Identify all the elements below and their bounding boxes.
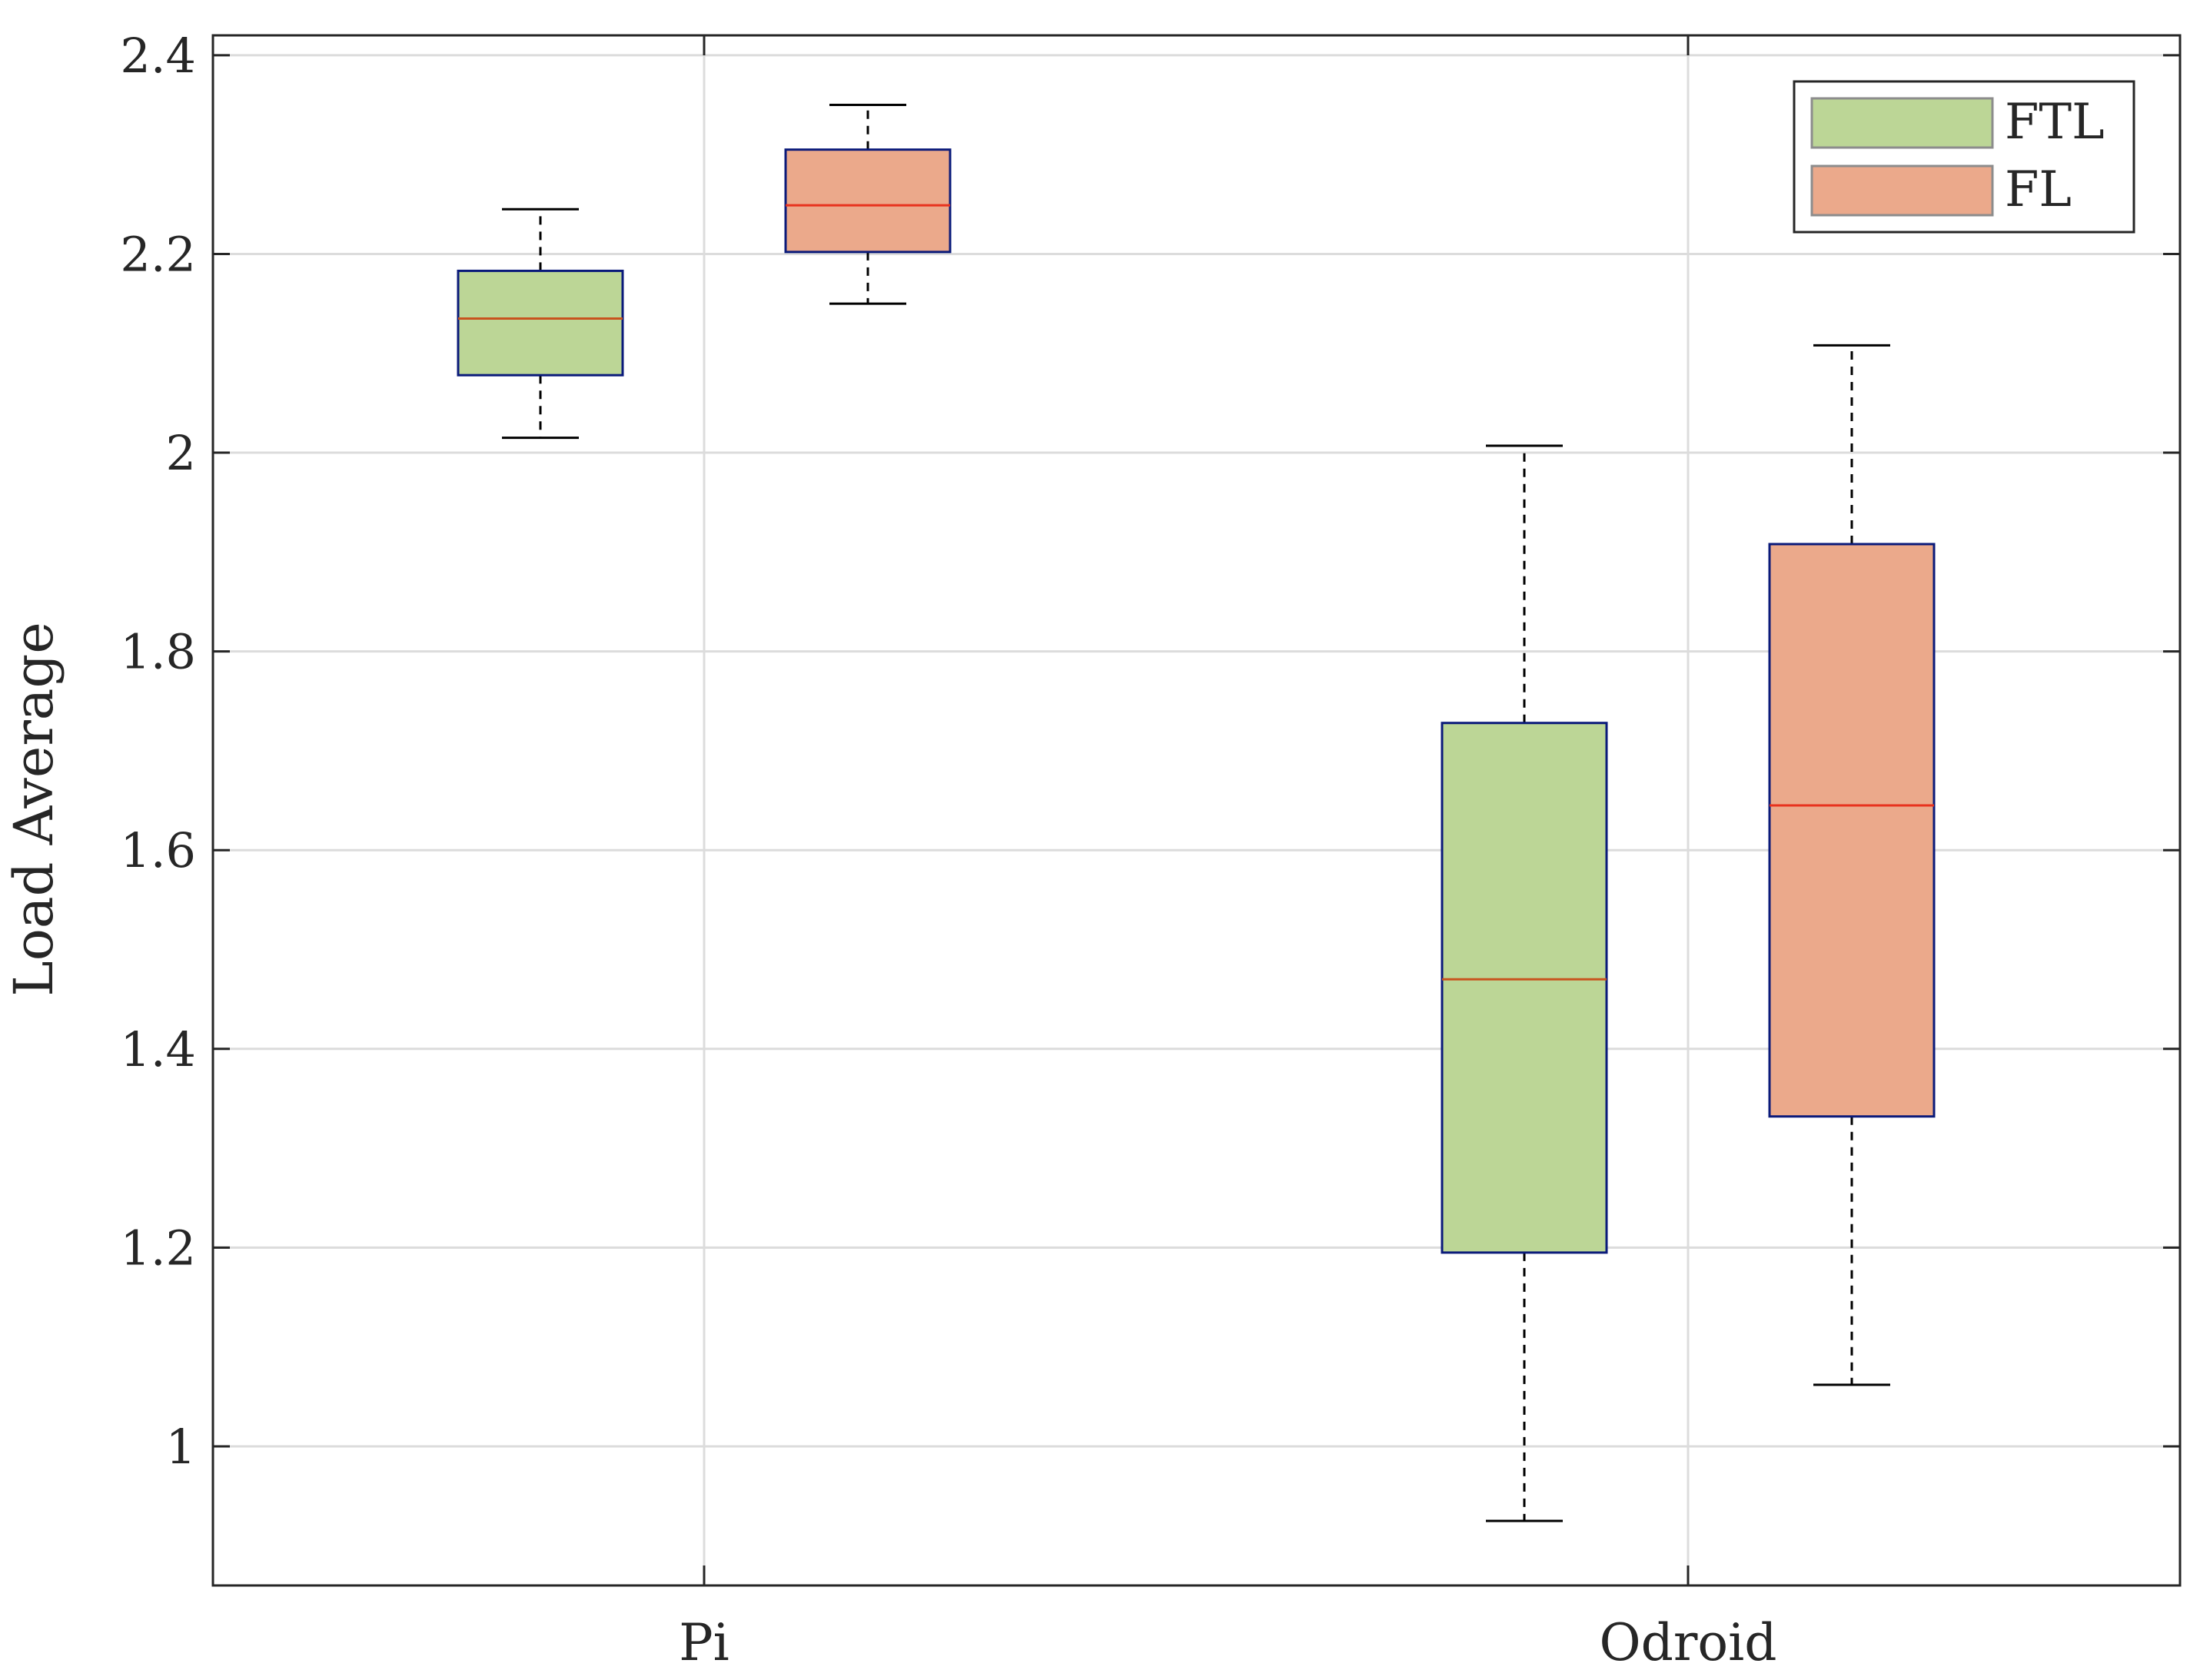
iqr-box (784, 148, 952, 254)
legend-swatch-ftl (1810, 97, 1994, 149)
y-tick-label: 2.4 (120, 28, 196, 84)
box-fl-odroid (1768, 344, 1936, 1386)
legend-label-ftl: FTL (2005, 94, 2105, 151)
box-ftl-pi (457, 208, 624, 440)
y-tick-label: 1.6 (120, 822, 196, 878)
legend-swatch-fl (1810, 164, 1994, 217)
iqr-box (1768, 543, 1936, 1118)
y-tick-label: 1.8 (120, 624, 196, 680)
legend-label-fl: FL (2005, 161, 2072, 218)
iqr-box (457, 269, 624, 377)
axes-frame (211, 34, 2182, 1587)
x-tick-label: Pi (679, 1613, 729, 1672)
box-layer (457, 104, 1936, 1522)
iqr-box (1441, 722, 1608, 1254)
x-tick-label: Odroid (1600, 1613, 1777, 1672)
legend: FTL FL (1793, 80, 2135, 234)
box-ftl-odroid (1441, 444, 1608, 1522)
box-fl-pi (784, 104, 952, 305)
y-tick-label: 1 (166, 1419, 196, 1475)
tick-layer: 1 1.2 1.4 1.6 1.8 2 2.2 2.4 Pi Odroid (120, 28, 2180, 1672)
y-tick-label: 1.4 (120, 1021, 196, 1077)
y-tick-label: 2.2 (120, 226, 196, 282)
y-axis-label: Load Average (2, 622, 65, 997)
y-tick-label: 2 (166, 425, 196, 481)
y-tick-label: 1.2 (120, 1220, 196, 1276)
